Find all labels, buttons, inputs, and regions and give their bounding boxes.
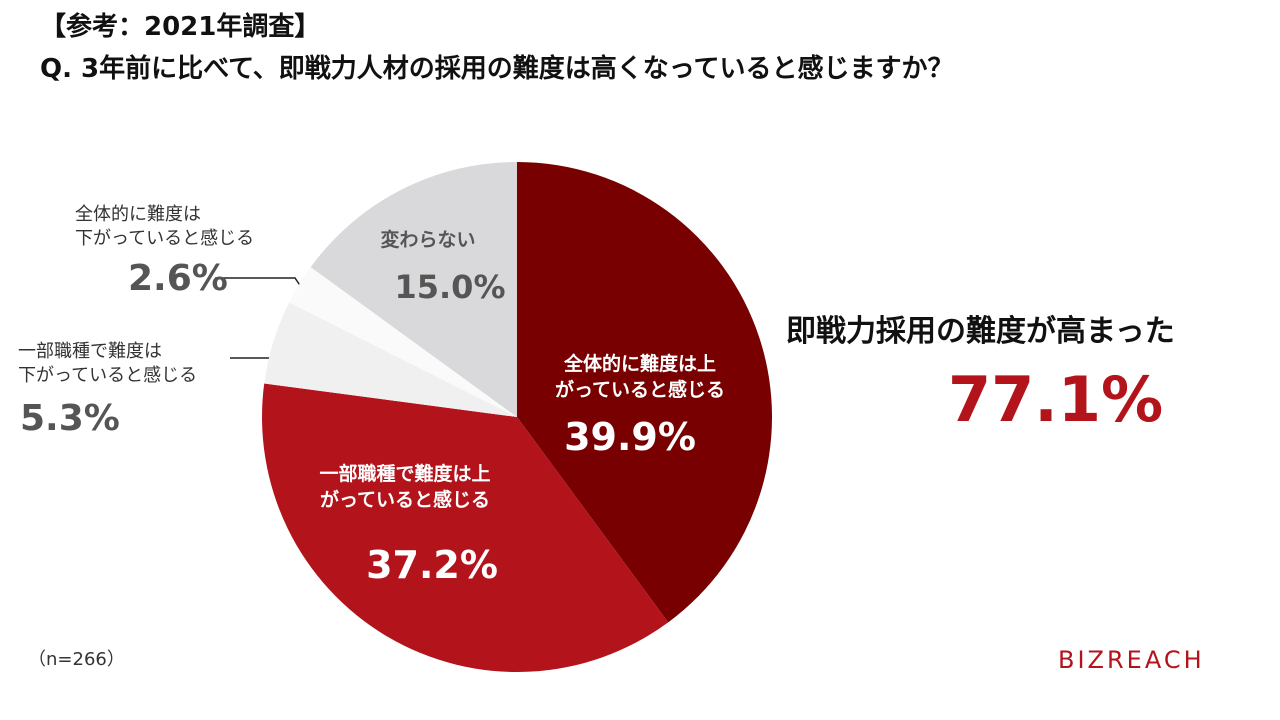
value-label: 39.9%	[564, 415, 696, 459]
title: 【参考：2021年調査】	[40, 12, 321, 42]
pie-slice	[310, 162, 517, 417]
summary-label: 即戦力採用の難度が高まった	[786, 314, 1175, 349]
pie-slice	[517, 162, 772, 623]
value-label: 2.6%	[128, 258, 228, 299]
slice-label: 一部職種で難度は上 がっていると感じる	[319, 463, 491, 511]
value-label: 5.3%	[20, 398, 120, 439]
slice-label: 変わらない	[380, 229, 476, 251]
summary-value: 77.1%	[948, 363, 1164, 436]
value-label: 15.0%	[394, 268, 506, 306]
value-label: 37.2%	[366, 543, 498, 587]
subtitle: Q. 3年前に比べて、即戦力人材の採用の難度は高くなっていると感じますか？	[40, 54, 954, 84]
brand: BIZREACH	[1058, 646, 1205, 674]
pie-slice	[289, 267, 517, 417]
slice-label: 一部職種で難度は 下がっていると感じる	[18, 341, 198, 387]
pie-slice	[264, 302, 517, 417]
slice-label: 全体的に難度は 下がっていると感じる	[75, 204, 255, 250]
slice-label: 全体的に難度は上 がっていると感じる	[554, 353, 726, 401]
note: （n=266）	[28, 649, 125, 670]
pie-slice	[262, 383, 669, 672]
